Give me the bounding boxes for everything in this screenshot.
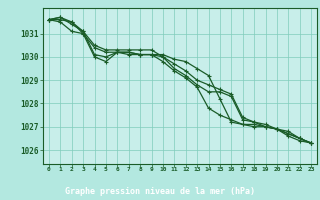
Text: Graphe pression niveau de la mer (hPa): Graphe pression niveau de la mer (hPa) — [65, 187, 255, 196]
